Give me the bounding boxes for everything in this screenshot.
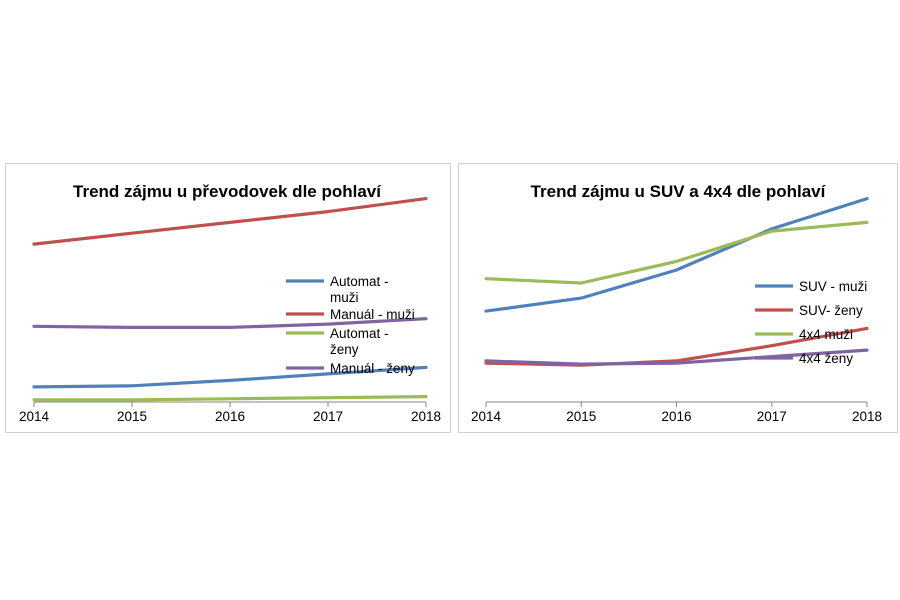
chart-suv-4x4: Trend zájmu u SUV a 4x4 dle pohlaví 2014 2…: [471, 182, 882, 424]
x-tick-label: 2015: [566, 409, 596, 424]
chart-title: Trend zájmu u SUV a 4x4 dle pohlaví: [531, 182, 827, 201]
x-tick-label: 2016: [661, 409, 691, 424]
x-tick-label: 2015: [117, 409, 147, 424]
series-line-3: [32, 395, 428, 402]
series-line-1: [484, 196, 869, 313]
x-tick-label: 2014: [19, 409, 50, 424]
legend-label: Automat -ženy: [330, 326, 389, 357]
x-tick-label: 2018: [411, 409, 441, 424]
series-line-1: [32, 365, 428, 389]
chart-transmissions: Trend zájmu u převodovek dle pohlaví 2014…: [19, 182, 441, 424]
x-tick-label: 2017: [313, 409, 343, 424]
series-line-2: [32, 196, 428, 246]
x-tick-label: 2016: [215, 409, 245, 424]
series-line-4: [32, 317, 428, 329]
series-line-4: [484, 348, 869, 366]
chart-title: Trend zájmu u převodovek dle pohlaví: [73, 182, 382, 201]
legend-label: Manuál - ženy: [330, 361, 415, 376]
legend-label: 4x4 ženy: [799, 351, 853, 366]
legend-label: SUV- ženy: [799, 303, 863, 318]
legend-label: 4x4 muži: [799, 327, 853, 342]
chart-panel-suv-4x4: Trend zájmu u SUV a 4x4 dle pohlaví 2014 2…: [458, 163, 898, 433]
x-tick-label: 2014: [471, 409, 502, 424]
legend-label: Automat -muži: [330, 274, 389, 305]
chart-panel-transmissions: Trend zájmu u převodovek dle pohlaví 2014…: [5, 163, 451, 433]
x-tick-label: 2018: [852, 409, 882, 424]
legend-label: Manuál - muži: [330, 307, 415, 322]
x-tick-label: 2017: [757, 409, 787, 424]
series-line-3: [484, 220, 869, 285]
legend-label: SUV - muži: [799, 279, 867, 294]
